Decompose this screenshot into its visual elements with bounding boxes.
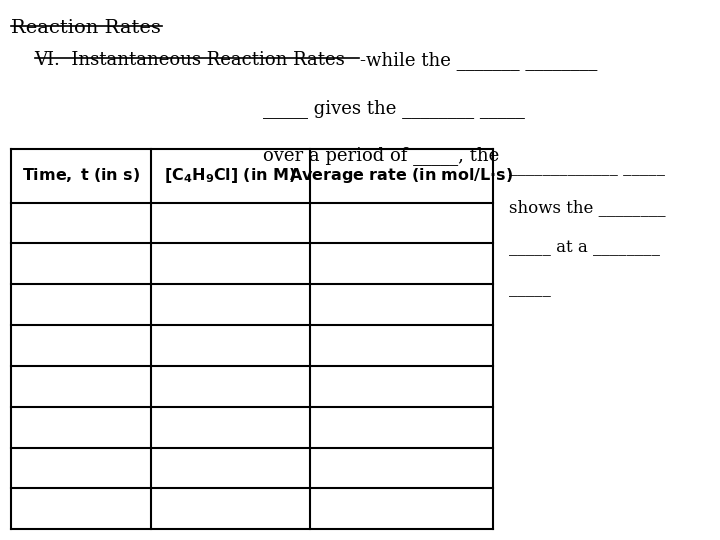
Text: _____________ _____: _____________ _____ [509, 158, 665, 175]
Text: over a period of _____, the: over a period of _____, the [263, 146, 499, 165]
Text: -while the _______ ________: -while the _______ ________ [360, 51, 598, 70]
Text: $\mathbf{[C_4H_9Cl]\ (in\ }$$\mathit{\mathbf{M}}\mathbf{)}$: $\mathbf{[C_4H_9Cl]\ (in\ }$$\mathit{\ma… [164, 166, 297, 185]
Text: shows the ________: shows the ________ [509, 199, 666, 215]
Text: _____ gives the ________ _____: _____ gives the ________ _____ [263, 99, 525, 118]
Text: $\mathbf{Average\ rate\ (in\ mol/L{\cdot}s)}$: $\mathbf{Average\ rate\ (in\ mol/L{\cdot… [289, 166, 513, 185]
Text: Reaction Rates: Reaction Rates [11, 19, 161, 37]
Text: _____ at a ________: _____ at a ________ [509, 239, 660, 256]
Text: _____: _____ [509, 280, 551, 296]
Text: $\mathbf{Time,\ }$$\mathit{\mathbf{t}}$$\mathbf{\ (in\ s)}$: $\mathbf{Time,\ }$$\mathit{\mathbf{t}}$$… [22, 166, 140, 185]
Text: VI.  Instantaneous Reaction Rates: VI. Instantaneous Reaction Rates [35, 51, 346, 69]
